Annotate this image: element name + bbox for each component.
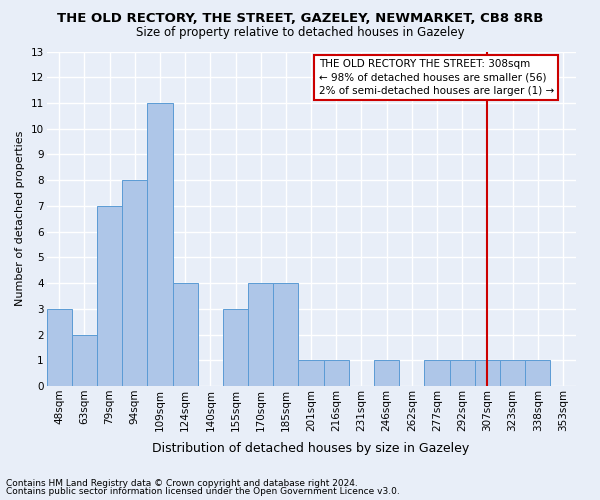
Bar (525, 360, 550, 386)
Text: THE OLD RECTORY, THE STREET, GAZELEY, NEWMARKET, CB8 8RB: THE OLD RECTORY, THE STREET, GAZELEY, NE… (57, 12, 543, 26)
Bar (374, 360, 399, 386)
Y-axis label: Number of detached properties: Number of detached properties (15, 131, 25, 306)
Bar (323, 360, 349, 386)
Text: Contains public sector information licensed under the Open Government Licence v3: Contains public sector information licen… (6, 487, 400, 496)
Bar (47, 309, 72, 386)
Bar (500, 360, 525, 386)
Bar (97, 206, 122, 386)
Bar (449, 360, 475, 386)
Bar (223, 309, 248, 386)
Bar (274, 283, 298, 386)
Bar (148, 103, 173, 386)
Bar (122, 180, 148, 386)
Bar (298, 360, 323, 386)
Bar (475, 360, 500, 386)
Bar (424, 360, 449, 386)
Bar (72, 334, 97, 386)
Bar (173, 283, 198, 386)
Text: Size of property relative to detached houses in Gazeley: Size of property relative to detached ho… (136, 26, 464, 39)
X-axis label: Distribution of detached houses by size in Gazeley: Distribution of detached houses by size … (152, 442, 470, 455)
Text: Contains HM Land Registry data © Crown copyright and database right 2024.: Contains HM Land Registry data © Crown c… (6, 478, 358, 488)
Bar (248, 283, 274, 386)
Text: THE OLD RECTORY THE STREET: 308sqm
← 98% of detached houses are smaller (56)
2% : THE OLD RECTORY THE STREET: 308sqm ← 98%… (319, 59, 554, 96)
